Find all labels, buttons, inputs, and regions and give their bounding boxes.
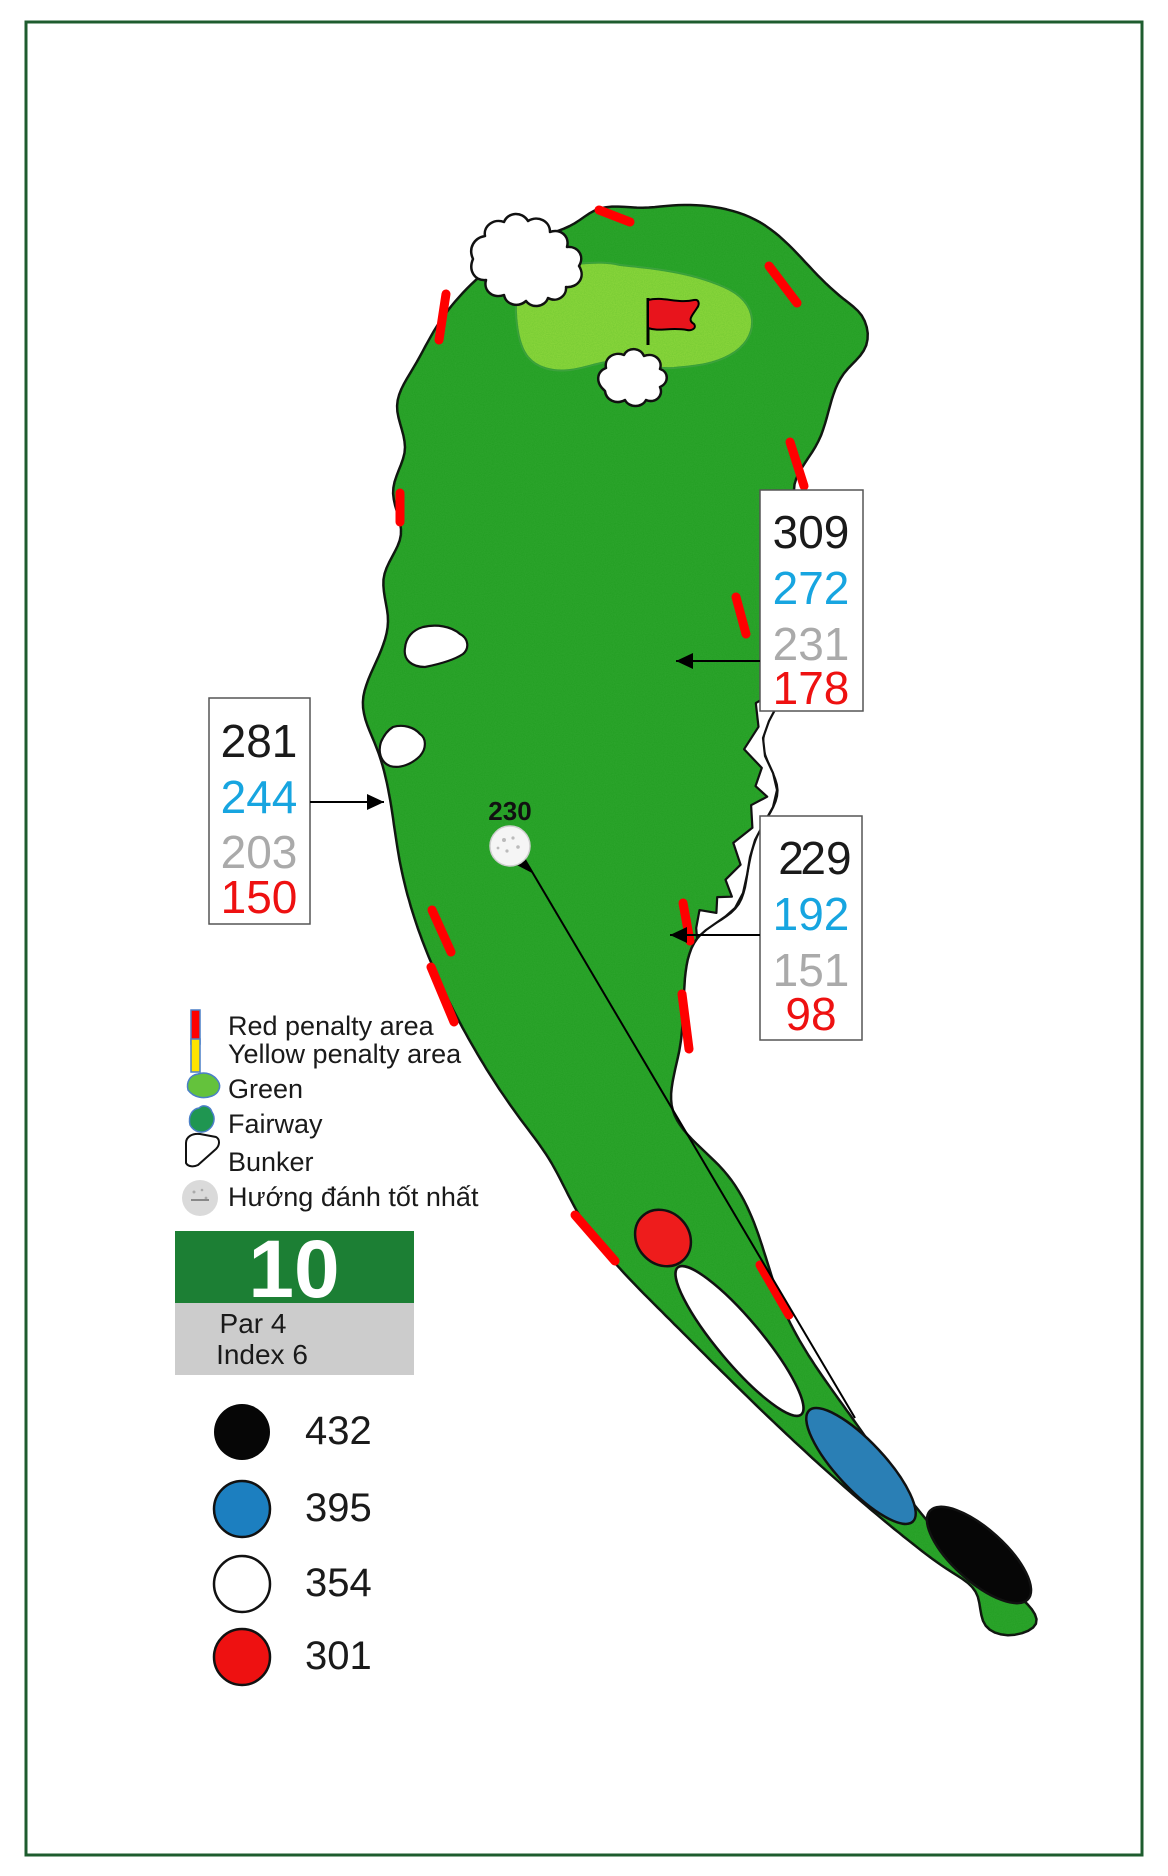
svg-text:178: 178 xyxy=(773,662,850,714)
svg-text:98: 98 xyxy=(785,988,836,1040)
svg-text:192: 192 xyxy=(773,888,850,940)
svg-text:29: 29 xyxy=(800,832,851,884)
svg-text:281: 281 xyxy=(221,715,298,767)
svg-text:432: 432 xyxy=(305,1409,372,1453)
svg-text:Fairway: Fairway xyxy=(228,1109,323,1139)
svg-text:244: 244 xyxy=(221,771,298,823)
svg-text:Red penalty area: Red penalty area xyxy=(228,1011,435,1041)
svg-text:301: 301 xyxy=(305,1634,372,1678)
svg-text:Par 4: Par 4 xyxy=(220,1308,287,1339)
svg-text:150: 150 xyxy=(221,871,298,923)
svg-text:309: 309 xyxy=(773,506,850,558)
svg-text:Index 6: Index 6 xyxy=(216,1339,308,1370)
svg-text:272: 272 xyxy=(773,562,850,614)
svg-text:230: 230 xyxy=(488,796,531,826)
svg-text:395: 395 xyxy=(305,1486,372,1530)
svg-text:Bunker: Bunker xyxy=(228,1147,314,1177)
svg-text:Yellow penalty area: Yellow penalty area xyxy=(228,1039,462,1069)
svg-text:Green: Green xyxy=(228,1074,303,1104)
svg-text:354: 354 xyxy=(305,1561,372,1605)
svg-text:Hướng đánh tốt nhất: Hướng đánh tốt nhất xyxy=(228,1182,479,1212)
svg-text:10: 10 xyxy=(248,1224,339,1315)
